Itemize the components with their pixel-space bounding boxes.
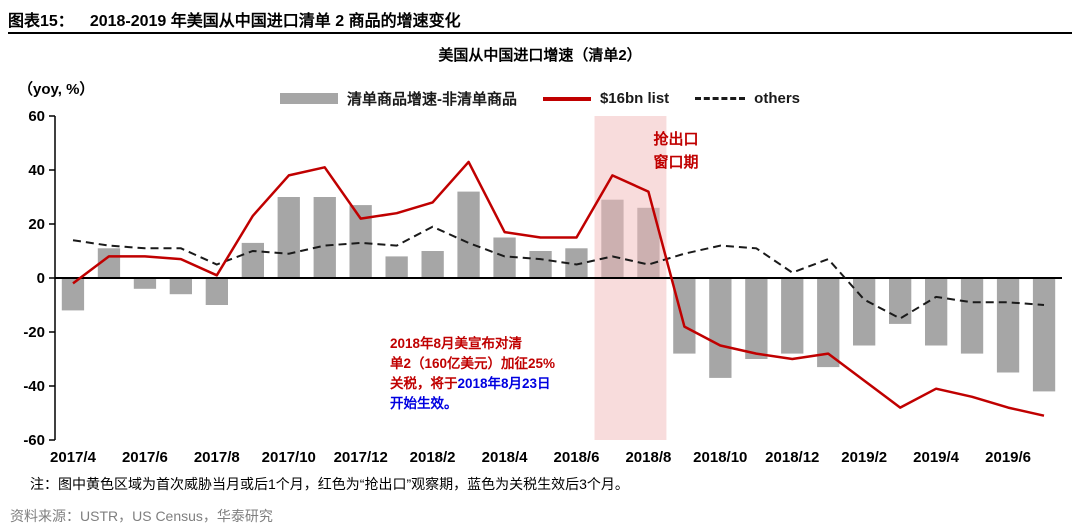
figure-source: 资料来源：USTR，US Census，华泰研究: [10, 508, 273, 524]
legend-item-16bn-line: $16bn list: [542, 90, 670, 107]
svg-text:2017/8: 2017/8: [194, 449, 240, 466]
svg-text:40: 40: [28, 162, 45, 179]
svg-text:60: 60: [28, 108, 45, 125]
svg-text:2018/2: 2018/2: [410, 449, 456, 466]
bar-series-label: 清单商品增速-非清单商品: [346, 91, 517, 108]
tariff-note-line2: 单2（160亿美元）加征25%: [390, 356, 556, 371]
figure-number-label: 图表15：: [8, 13, 74, 30]
tariff-note-line3-red: 关税，将于: [390, 376, 458, 391]
chart-title: 美国从中国进口增速（清单2）: [438, 47, 642, 64]
svg-text:2018/6: 2018/6: [554, 449, 600, 466]
svg-text:2019/6: 2019/6: [985, 449, 1031, 466]
svg-text:-40: -40: [23, 378, 45, 395]
figure-title: 2018-2019 年美国从中国进口清单 2 商品的增速变化: [89, 13, 461, 30]
svg-text:2018/12: 2018/12: [765, 449, 819, 466]
svg-text:2017/10: 2017/10: [262, 449, 316, 466]
svg-text:2017/12: 2017/12: [334, 449, 388, 466]
y-axis-unit-label: （yoy, %）: [18, 81, 95, 98]
svg-text:2017/4: 2017/4: [50, 449, 97, 466]
tariff-note-line4-blue: 开始生效。: [390, 396, 458, 411]
svg-text:20: 20: [28, 216, 45, 233]
svg-text:2018/8: 2018/8: [625, 449, 671, 466]
svg-text:2017/6: 2017/6: [122, 449, 168, 466]
svg-text:-20: -20: [23, 324, 45, 341]
import-growth-chart: -60 -40 -20 0 20 40 60 2017/4 2017/6 2017/8 2017/1…: [23, 108, 1062, 466]
bar-series: [61, 191, 1056, 392]
figure-footnote: 注：图中黄色区域为首次威胁当月或后1个月，红色为“抢出口”观察期，蓝色为关税生效…: [30, 476, 629, 492]
header-divider: [8, 32, 1072, 34]
svg-text:2018/10: 2018/10: [693, 449, 747, 466]
x-axis-tick-labels: 2017/4 2017/6 2017/8 2017/10 2017/12 2018/2 20…: [50, 449, 1031, 466]
y-axis-tick-labels: -60 -40 -20 0 20 40 60: [23, 108, 55, 449]
red-line-swatch: [542, 96, 591, 101]
chart-legend: 清单商品增速-非清单商品 $16bn list others: [0, 88, 1080, 109]
window-label-line1: 抢出口: [653, 131, 699, 148]
tariff-note-line3-blue: 2018年8月23日: [457, 376, 551, 391]
svg-text:2019/2: 2019/2: [841, 449, 887, 466]
legend-item-bar-series: 清单商品增速-非清单商品: [279, 88, 517, 109]
others-line: [72, 225, 1045, 320]
svg-text:2019/4: 2019/4: [913, 449, 960, 466]
window-label-line2: 窗口期: [653, 154, 699, 171]
export-rush-window-label: 抢出口 窗口期: [638, 128, 714, 174]
figure-header: 图表15： 2018-2019 年美国从中国进口清单 2 商品的增速变化: [8, 7, 461, 31]
red-line-label: $16bn list: [599, 90, 670, 107]
bar-series-swatch: [279, 93, 338, 104]
others-line-label: others: [754, 90, 801, 107]
svg-text:0: 0: [37, 270, 45, 287]
tariff-annotation: 2018年8月美宣布对清 单2（160亿美元）加征25% 关税，将于2018年8…: [390, 334, 590, 414]
svg-text:2018/4: 2018/4: [482, 449, 529, 466]
svg-text:-60: -60: [23, 432, 45, 449]
legend-item-others-line: others: [695, 90, 800, 107]
tariff-note-line1: 2018年8月美宣布对清: [390, 336, 523, 351]
sixteen-bn-list-line: [72, 160, 1045, 417]
dashed-line-swatch: [695, 97, 746, 100]
